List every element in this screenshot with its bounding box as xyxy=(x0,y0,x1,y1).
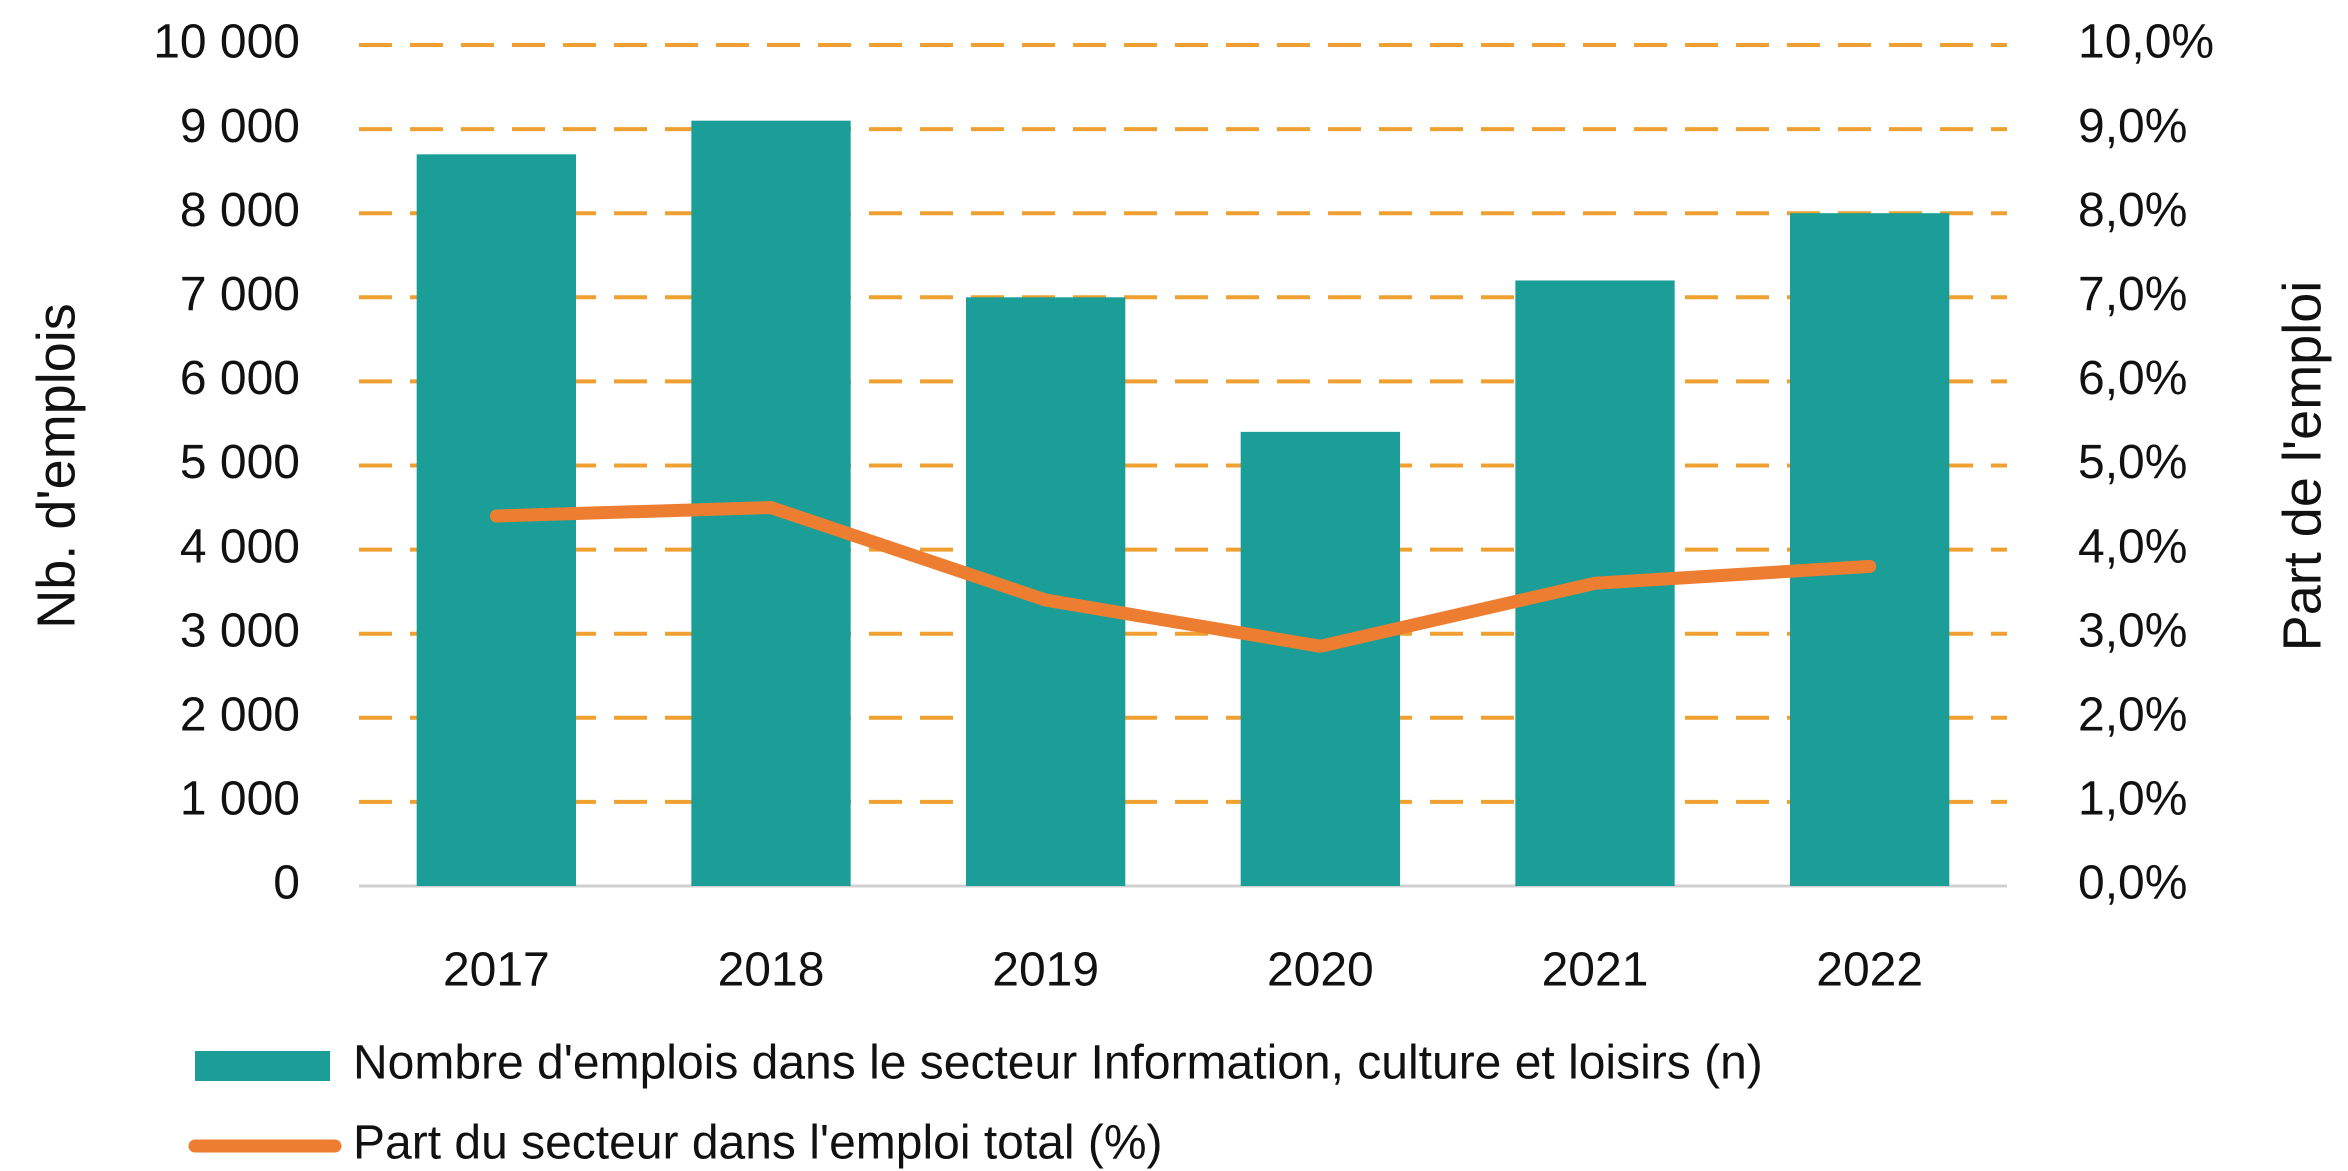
line xyxy=(489,501,1877,653)
legend-label: Part du secteur dans l'emploi total (%) xyxy=(353,1117,1163,1170)
legend-swatch xyxy=(195,1051,330,1081)
y-tick-label: 1 000 xyxy=(180,773,300,826)
y-tick-label: 8 000 xyxy=(180,184,300,237)
y2-tick-label: 6,0% xyxy=(2078,352,2187,405)
y2-axis-title: Part de l'emploi xyxy=(2272,281,2332,652)
y-tick-label: 5 000 xyxy=(180,436,300,489)
bar xyxy=(966,297,1126,886)
x-tick-label: 2022 xyxy=(1816,944,1923,997)
y2-tick-label: 9,0% xyxy=(2078,100,2187,153)
bar xyxy=(1240,431,1400,886)
y-tick-label: 6 000 xyxy=(180,352,300,405)
y2-tick-label: 1,0% xyxy=(2078,773,2187,826)
y2-tick-label: 3,0% xyxy=(2078,604,2187,657)
y2-tick-label: 8,0% xyxy=(2078,184,2187,237)
y-tick-label: 4 000 xyxy=(180,520,300,573)
y-tick-label: 7 000 xyxy=(180,268,300,321)
y2-tick-label: 5,0% xyxy=(2078,436,2187,489)
y2-tick-label: 4,0% xyxy=(2078,520,2187,573)
y2-tick-label: 0,0% xyxy=(2078,857,2187,910)
bar xyxy=(1790,213,1950,886)
x-tick-label: 2020 xyxy=(1267,944,1374,997)
y-tick-label: 9 000 xyxy=(180,100,300,153)
y-tick-label: 2 000 xyxy=(180,688,300,741)
legend-label: Nombre d'emplois dans le secteur Informa… xyxy=(353,1037,1763,1090)
y-tick-label: 0 xyxy=(273,857,300,910)
y2-tick-label: 2,0% xyxy=(2078,688,2187,741)
y-tick-label: 3 000 xyxy=(180,604,300,657)
x-tick-label: 2018 xyxy=(718,944,825,997)
x-tick-label: 2017 xyxy=(443,944,550,997)
y2-tick-label: 10,0% xyxy=(2078,16,2214,69)
x-tick-label: 2019 xyxy=(992,944,1099,997)
y2-tick-label: 7,0% xyxy=(2078,268,2187,321)
y-axis-title: Nb. d'emplois xyxy=(26,303,86,628)
x-tick-label: 2021 xyxy=(1542,944,1649,997)
y-tick-label: 10 000 xyxy=(153,16,300,69)
